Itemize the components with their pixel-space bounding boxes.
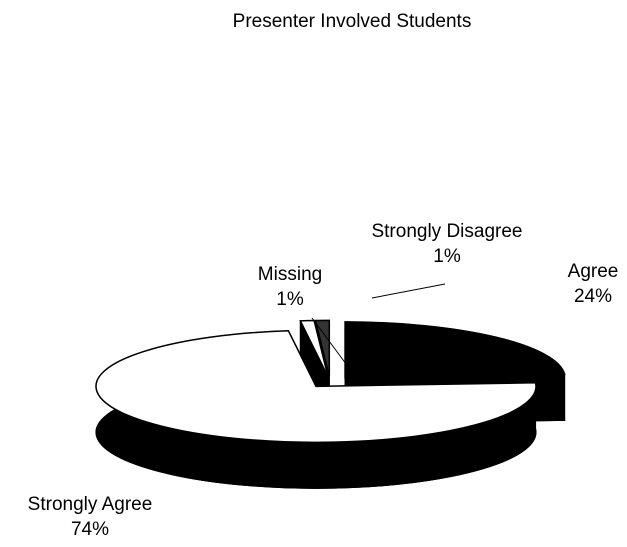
slice-label: Strongly Disagree	[371, 221, 522, 242]
slice	[95, 329, 537, 444]
slice-label: Agree	[568, 261, 619, 282]
slice	[314, 319, 331, 377]
value-label: 1%	[276, 289, 304, 310]
pie	[95, 319, 566, 489]
chart-title: Presenter Involved Students	[233, 11, 472, 32]
slice-label: Strongly Agree	[28, 494, 153, 515]
leader-line	[371, 283, 446, 299]
leader-line	[311, 317, 353, 373]
value-label: 1%	[433, 246, 461, 267]
value-label: 24%	[574, 286, 612, 307]
value-label: 74%	[71, 519, 109, 540]
slice-label: Missing	[258, 264, 322, 285]
slice	[344, 321, 566, 379]
